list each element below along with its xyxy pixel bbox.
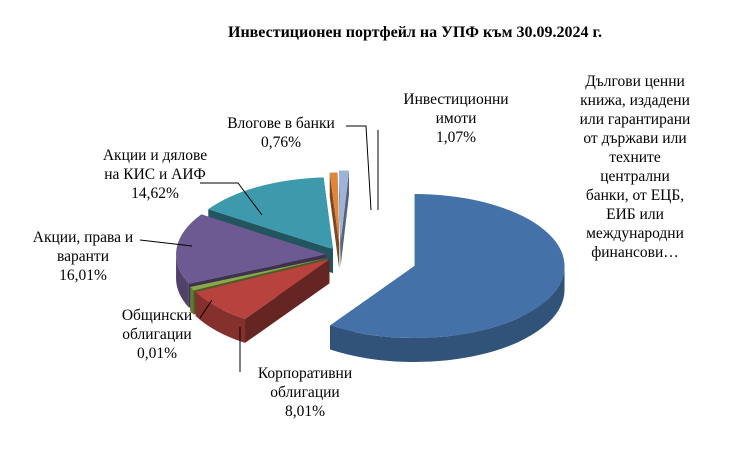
slice-label: Корпоративни облигации 8,01% [240, 364, 370, 421]
leader-line [139, 239, 193, 247]
slice-label-line: Дългови ценни [585, 73, 685, 90]
slice-label-line: на КИС и АИФ [104, 166, 206, 183]
slice-label: Дългови ценни книжа, издадени или гарантир… [555, 72, 715, 262]
pie-slice-side [195, 292, 246, 343]
slice-label: Влогове в банки 0,76% [196, 114, 366, 152]
pie-slice-side [330, 266, 565, 363]
pie-slice-wall [340, 170, 350, 267]
slice-label-line: Общински [121, 307, 193, 324]
pie-slice-top [176, 214, 327, 284]
slice-label-line: централни [600, 168, 670, 185]
slices-layer [176, 170, 565, 363]
slice-label-line: 8,01% [284, 403, 326, 420]
slice-label-line: финансови… [591, 244, 679, 261]
slice-label-line: международни [586, 225, 684, 242]
slice-label: Акции и дялове на КИС и АИФ 14,62% [70, 146, 240, 203]
pie-slice-top [195, 259, 330, 319]
pie-slice-side [190, 287, 194, 315]
slice-label-line: техните [609, 149, 661, 166]
slice-label-line: 16,01% [59, 267, 107, 284]
slice-label-line: облигации [122, 326, 192, 343]
slice-label-line: 0,01% [136, 345, 178, 362]
pie-slice-top [329, 172, 340, 245]
slice-label-line: Акции и дялове [102, 147, 208, 164]
leader-line [200, 182, 263, 216]
slice-label-line: варанти [57, 248, 109, 265]
pie-slice-wall [338, 170, 341, 267]
pie-slice-top [208, 177, 334, 250]
slice-label-line: книжа, издадени [580, 92, 690, 109]
slice-label-line: 0,76% [260, 134, 302, 151]
pie-slice [338, 170, 350, 267]
pie-slice-wall [329, 172, 340, 269]
slice-label: Общински облигации 0,01% [102, 306, 212, 363]
pie-slice-top [338, 170, 350, 243]
pie-slice [330, 194, 565, 363]
slice-label-line: 1,07% [435, 129, 477, 146]
slice-label-line: Корпоративни [257, 365, 353, 382]
slice-label: Инвестиционни имоти 1,07% [376, 90, 536, 147]
pie-slice-side [176, 254, 189, 308]
leader-line [199, 299, 213, 319]
slice-label-line: от държави или [583, 130, 687, 147]
pie-slice [195, 259, 330, 343]
slice-label-line: 14,62% [131, 185, 179, 202]
slice-label-line: Акции, права и [32, 229, 134, 246]
slice-label-line: облигации [270, 384, 340, 401]
chart-title: Инвестиционен портфейл на УПФ към 30.09.… [228, 24, 602, 41]
slice-label: Акции, права и варанти 16,01% [8, 228, 158, 285]
slice-label-line: банки, от ЕЦБ, [585, 187, 685, 204]
slice-label-line: ЕИБ или [606, 206, 664, 223]
leader-lines [139, 125, 379, 372]
slice-label-line: или гарантирани [579, 111, 691, 128]
pie-slice [329, 172, 340, 269]
slice-label-line: Влогове в банки [227, 115, 335, 132]
slice-label-line: Инвестиционни [403, 91, 509, 108]
pie-slice-top [190, 257, 328, 291]
slice-label-line: имоти [435, 110, 477, 127]
pie-slice-top [330, 194, 565, 339]
leader-line [346, 125, 372, 211]
